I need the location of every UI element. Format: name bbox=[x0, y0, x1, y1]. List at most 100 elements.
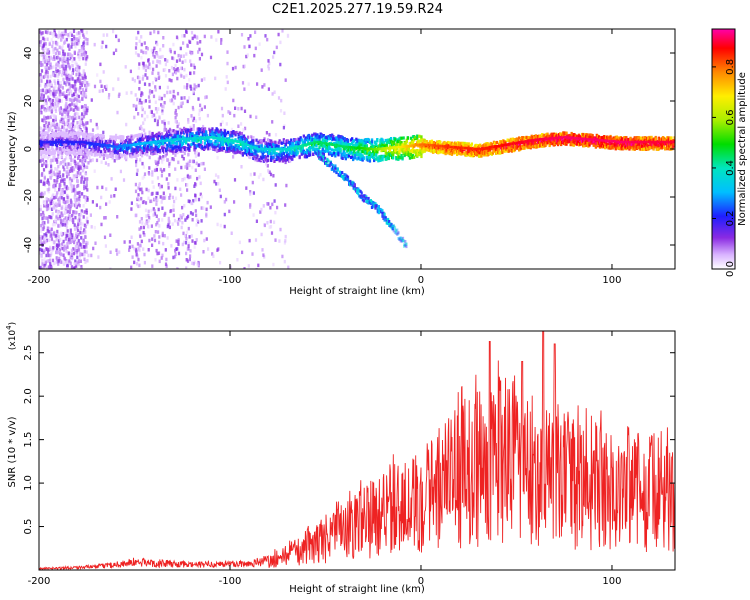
noise-cell bbox=[191, 165, 194, 170]
noise-cell bbox=[78, 115, 81, 120]
noise-cell bbox=[95, 158, 99, 163]
noise-cell bbox=[78, 167, 81, 172]
noise-cell bbox=[143, 174, 146, 179]
noise-cell bbox=[164, 154, 167, 158]
noise-cell bbox=[79, 81, 82, 86]
noise-cell bbox=[59, 161, 62, 165]
noise-cell bbox=[196, 35, 199, 39]
noise-cell bbox=[60, 179, 63, 183]
track-cell bbox=[210, 140, 213, 144]
noise-cell bbox=[161, 253, 164, 258]
noise-cell bbox=[56, 41, 59, 46]
noise-cell bbox=[74, 244, 77, 249]
noise-cell bbox=[68, 217, 71, 222]
track-cell bbox=[180, 143, 184, 147]
noise-cell bbox=[53, 155, 56, 159]
noise-cell bbox=[186, 188, 189, 192]
noise-cell bbox=[179, 187, 182, 191]
noise-cell bbox=[62, 197, 66, 201]
noise-cell bbox=[81, 222, 84, 226]
noise-cell bbox=[68, 130, 71, 134]
noise-cell bbox=[46, 180, 49, 184]
noise-cell bbox=[79, 55, 82, 60]
noise-cell bbox=[61, 219, 64, 223]
noise-cell bbox=[200, 52, 204, 57]
track-cell bbox=[250, 149, 253, 153]
noise-cell bbox=[57, 126, 60, 131]
noise-cell bbox=[153, 212, 157, 216]
noise-cell bbox=[225, 197, 228, 202]
track-cell bbox=[190, 127, 193, 131]
noise-cell bbox=[102, 70, 105, 74]
noise-cell bbox=[53, 29, 56, 33]
noise-cell bbox=[48, 187, 51, 191]
noise-cell bbox=[75, 62, 78, 67]
track-cell bbox=[384, 138, 387, 143]
noise-cell bbox=[86, 165, 89, 169]
track-cell bbox=[173, 133, 176, 137]
track-cell bbox=[252, 143, 255, 147]
noise-cell bbox=[180, 225, 183, 230]
track-cell bbox=[50, 152, 53, 156]
noise-cell bbox=[137, 53, 140, 58]
noise-cell bbox=[43, 204, 46, 208]
noise-cell bbox=[162, 241, 165, 246]
noise-cell bbox=[221, 120, 224, 124]
noise-cell bbox=[53, 125, 56, 129]
noise-cell bbox=[137, 197, 141, 202]
noise-cell bbox=[191, 116, 194, 120]
noise-cell bbox=[83, 74, 86, 78]
track-cell bbox=[298, 155, 301, 159]
noise-cell bbox=[153, 113, 156, 117]
noise-cell bbox=[74, 233, 78, 238]
noise-cell bbox=[157, 107, 160, 111]
noise-cell bbox=[75, 107, 78, 111]
noise-cell bbox=[155, 222, 158, 227]
noise-cell bbox=[141, 200, 145, 205]
noise-cell bbox=[170, 65, 174, 70]
noise-cell bbox=[156, 198, 159, 202]
noise-cell bbox=[147, 65, 150, 70]
track-cell bbox=[363, 144, 366, 148]
noise-cell bbox=[109, 267, 112, 269]
noise-cell bbox=[96, 126, 99, 130]
track-cell bbox=[138, 148, 142, 152]
track-cell bbox=[96, 152, 100, 156]
noise-cell bbox=[48, 79, 52, 84]
track-cell bbox=[192, 142, 195, 146]
noise-cell bbox=[83, 158, 86, 162]
noise-cell bbox=[63, 57, 66, 62]
noise-cell bbox=[41, 227, 44, 231]
noise-cell bbox=[65, 216, 68, 220]
track-cell bbox=[157, 131, 160, 135]
noise-cell bbox=[141, 176, 144, 180]
noise-cell bbox=[170, 244, 173, 248]
noise-cell bbox=[66, 112, 69, 116]
noise-cell bbox=[64, 29, 67, 33]
noise-cell bbox=[142, 247, 145, 251]
track-cell bbox=[78, 138, 82, 142]
track-cell bbox=[362, 156, 365, 161]
noise-cell bbox=[194, 209, 197, 213]
noise-cell bbox=[175, 59, 179, 63]
noise-cell bbox=[63, 162, 66, 167]
track-cell bbox=[396, 143, 399, 147]
track-cell bbox=[300, 138, 303, 142]
noise-cell bbox=[174, 115, 177, 120]
noise-cell bbox=[54, 105, 57, 110]
track-cell bbox=[48, 137, 51, 142]
noise-cell bbox=[61, 242, 64, 246]
track-cell bbox=[260, 144, 263, 148]
noise-cell bbox=[168, 69, 171, 73]
track-cell bbox=[130, 135, 133, 139]
noise-cell bbox=[52, 241, 55, 245]
noise-cell bbox=[45, 120, 48, 125]
noise-cell bbox=[187, 175, 190, 180]
noise-cell bbox=[76, 68, 79, 73]
noise-cell bbox=[118, 92, 121, 97]
noise-cell bbox=[200, 78, 203, 82]
noise-cell bbox=[45, 207, 49, 212]
track-cell bbox=[284, 143, 288, 147]
noise-cell bbox=[56, 178, 59, 182]
